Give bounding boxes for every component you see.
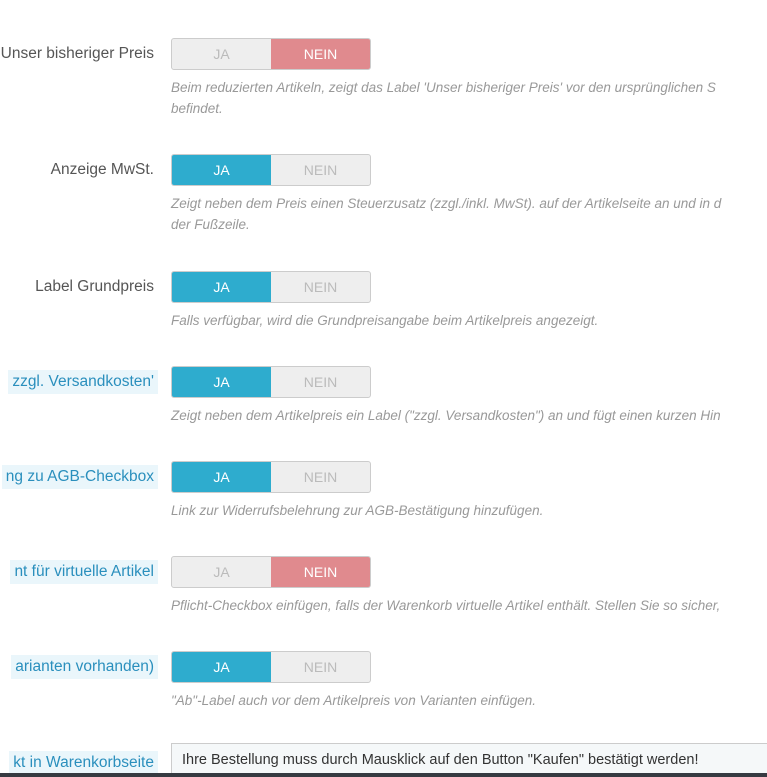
field-label: kt in Warenkorbseite xyxy=(9,751,158,775)
toggle-no[interactable]: NEIN xyxy=(271,557,370,587)
help-text: der Fußzeile. xyxy=(171,217,250,232)
help-text: Zeigt neben dem Artikelpreis ein Label (… xyxy=(171,408,721,423)
toggle-no[interactable]: NEIN xyxy=(303,374,338,390)
toggle-yes[interactable]: JA xyxy=(213,564,230,580)
toggle-yes[interactable]: JA xyxy=(213,46,230,62)
toggle-no[interactable]: NEIN xyxy=(271,39,370,69)
help-text: "Ab"-Label auch vor dem Artikelpreis von… xyxy=(171,693,537,708)
toggle-yes[interactable]: JA xyxy=(172,652,271,682)
field-label: Label Grundpreis xyxy=(35,278,154,295)
toggle-switch: JA NEIN xyxy=(171,38,371,70)
toggle-yes[interactable]: JA xyxy=(172,272,271,302)
field-label: Unser bisheriger Preis xyxy=(0,45,154,62)
help-text: Falls verfügbar, wird die Grundpreisanga… xyxy=(171,313,599,328)
toggle-switch: JA NEIN xyxy=(171,154,371,186)
toggle-no[interactable]: NEIN xyxy=(303,279,338,295)
toggle-no[interactable]: NEIN xyxy=(303,659,338,675)
toggle-switch: JA NEIN xyxy=(171,271,371,303)
help-text: Zeigt neben dem Preis einen Steuerzusatz… xyxy=(171,196,722,211)
field-label: arianten vorhanden) xyxy=(11,655,158,679)
toggle-switch: JA NEIN xyxy=(171,461,371,493)
toggle-switch: JA NEIN xyxy=(171,556,371,588)
toggle-switch: JA NEIN xyxy=(171,366,371,398)
toggle-yes[interactable]: JA xyxy=(172,367,271,397)
bottom-bar xyxy=(0,773,767,777)
help-text: befindet. xyxy=(171,101,223,116)
toggle-switch: JA NEIN xyxy=(171,651,371,683)
toggle-no[interactable]: NEIN xyxy=(303,162,338,178)
field-label: nt für virtuelle Artikel xyxy=(10,560,158,584)
toggle-yes[interactable]: JA xyxy=(172,462,271,492)
field-label: Anzeige MwSt. xyxy=(50,161,154,178)
field-label: zzgl. Versandkosten' xyxy=(8,370,158,394)
help-text: Beim reduzierten Artikeln, zeigt das Lab… xyxy=(171,80,716,95)
help-text: Link zur Widerrufsbelehrung zur AGB-Best… xyxy=(171,503,544,518)
toggle-no[interactable]: NEIN xyxy=(303,469,338,485)
field-label: ng zu AGB-Checkbox xyxy=(1,465,158,489)
text-input[interactable]: Ihre Bestellung muss durch Mausklick auf… xyxy=(171,743,767,777)
help-text: Pflicht-Checkbox einfügen, falls der War… xyxy=(171,598,721,613)
toggle-yes[interactable]: JA xyxy=(172,155,271,185)
